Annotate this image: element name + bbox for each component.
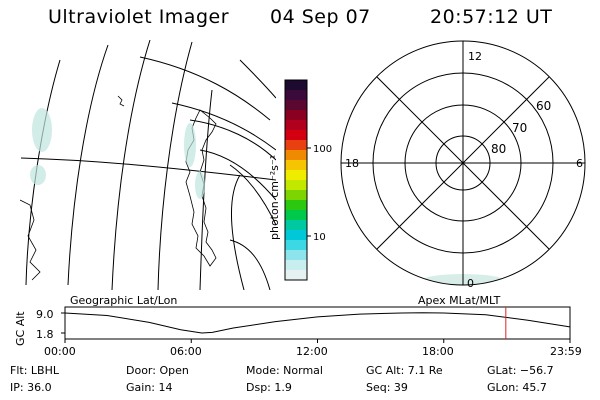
geo-lon-arc [199,149,276,201]
polar-mlat-mlt-panel [340,40,586,286]
polar-diagonal [376,76,550,250]
mlat-label-60: 60 [536,99,551,113]
geographic-map-panel [20,40,276,290]
geo-lat-arc [111,40,151,290]
aurora-emission [30,108,205,199]
geo-lon-arc [189,119,276,161]
colorbar-segment [285,250,307,261]
mlt-label-12: 12 [468,50,482,63]
altitude-plot [64,306,571,340]
coastline [185,109,217,267]
instrument-title: Ultraviolet Imager [48,6,230,28]
geo-lon-arc [239,59,276,99]
colorbar-tick-10: 10 [313,232,326,243]
colorbar-segment [285,160,307,171]
colorbar-segment [285,80,307,91]
info-seq: Seq: 39 [366,381,408,394]
colorbar [285,80,307,281]
altitude-plot-frame [64,306,571,340]
mlt-label-6: 6 [576,157,583,170]
mlat-label-70: 70 [512,121,527,135]
info-door: Door: Open [126,364,189,377]
xtick-18: 18:00 [422,345,454,358]
colorbar-segment [285,210,307,221]
xtick-06: 06:00 [170,345,202,358]
gc-altitude-curve [64,312,570,334]
colorbar-segment [285,240,307,251]
xtick-12: 12:00 [296,345,328,358]
info-gc-alt: GC Alt: 7.1 Re [366,364,443,377]
colorbar-segment [285,110,307,121]
colorbar-frame [284,79,308,281]
geo-lon-arc [171,102,276,151]
colorbar-segment [285,120,307,131]
mlt-label-0: 0 [467,277,474,290]
colorbar-segment [285,100,307,111]
colorbar-segment [285,140,307,151]
geo-lon-arc [139,56,271,121]
colorbar-segment [285,90,307,101]
altitude-ytick-top: 9.0 [36,308,54,321]
geo-lat-arc [157,41,193,290]
coastline [117,95,125,107]
coastline [20,199,41,281]
colorbar-segment [285,180,307,191]
colorbar-units-label: photon cm⁻²s⁻¹ [268,155,281,240]
colorbar-segment [285,220,307,231]
mlt-label-18: 18 [345,157,359,170]
colorbar-segment [285,230,307,241]
colorbar-segment [285,150,307,161]
altitude-ytick-bottom: 1.8 [36,328,54,341]
altitude-ylabel: GC Alt [14,311,27,346]
colorbar-segment [285,170,307,181]
colorbar-segment [285,200,307,211]
info-gain: Gain: 14 [126,381,173,394]
polar-panel-label: Apex MLat/MLT [418,294,501,307]
info-filter: Flt: LBHL [10,364,59,377]
geo-lat-arc [67,44,109,286]
mlat-label-80: 80 [491,142,506,156]
geo-panel-label: Geographic Lat/Lon [70,294,178,307]
xtick-00: 00:00 [44,345,76,358]
info-ip: IP: 36.0 [10,381,52,394]
colorbar-segment [285,260,307,271]
date-text: 04 Sep 07 [270,6,371,28]
colorbar-segment [285,130,307,141]
info-glat: GLat: −56.7 [487,364,554,377]
time-text: 20:57:12 UT [430,6,553,28]
colorbar-segment [285,190,307,201]
geo-lon-arc [229,239,271,290]
info-dsp: Dsp: 1.9 [246,381,292,394]
geo-lon-arc [229,164,276,226]
xtick-2359: 23:59 [550,345,582,358]
geo-lat-arc [230,174,245,290]
info-mode: Mode: Normal [246,364,323,377]
geo-lon-arc [20,157,276,181]
colorbar-segment [285,270,307,281]
info-glon: GLon: 45.7 [487,381,547,394]
colorbar-tick-100: 100 [313,144,332,155]
